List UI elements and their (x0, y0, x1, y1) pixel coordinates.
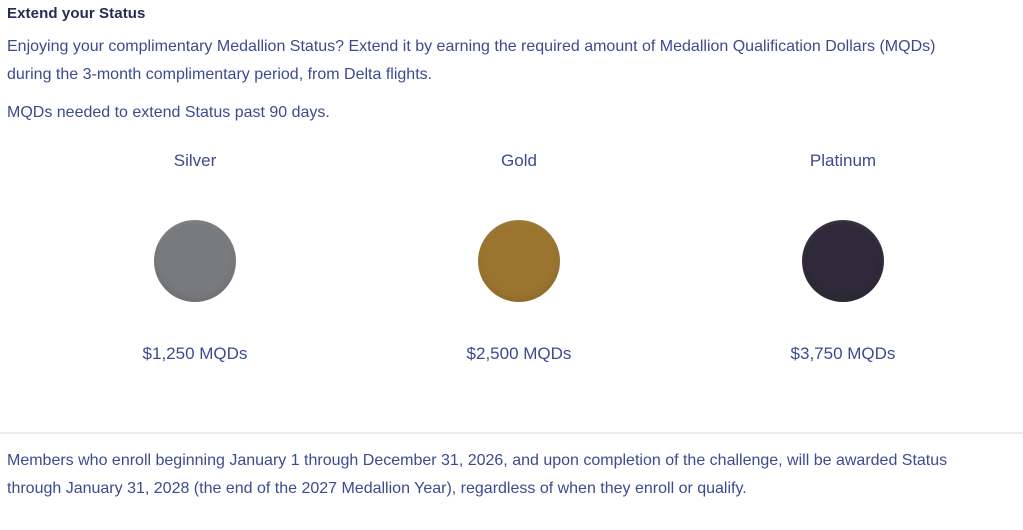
gold-medallion-icon (478, 220, 560, 302)
tier-name-label: Platinum (809, 151, 877, 170)
tier-mqd-requirement: $3,750 MQDs (790, 344, 896, 363)
tier-mqd-requirement: $2,500 MQDs (466, 344, 572, 363)
intro-paragraph: Enjoying your complimentary Medallion St… (7, 38, 936, 83)
tier-mqd-requirement: $1,250 MQDs (142, 344, 248, 363)
silver-medallion-icon (154, 220, 236, 302)
section-heading: Extend your Status (7, 5, 146, 22)
extend-status-section: Extend your Status Enjoying your complim… (0, 4, 1023, 503)
tier-column-silver: Silver $1,250 MQDs (33, 149, 357, 366)
tier-column-platinum: Platinum $3,750 MQDs (681, 149, 1005, 366)
tier-name-label: Gold (501, 151, 537, 170)
tier-column-gold: Gold $2,500 MQDs (357, 149, 681, 366)
section-divider (0, 432, 1023, 434)
tier-name-label: Silver (173, 151, 217, 170)
enrollment-footnote: Members who enroll beginning January 1 t… (7, 452, 948, 497)
platinum-medallion-icon (802, 220, 884, 302)
mqd-subheading: MQDs needed to extend Status past 90 day… (7, 104, 330, 121)
tier-comparison-grid: Silver $1,250 MQDs Gold $2,500 MQDs Plat… (33, 149, 1005, 366)
